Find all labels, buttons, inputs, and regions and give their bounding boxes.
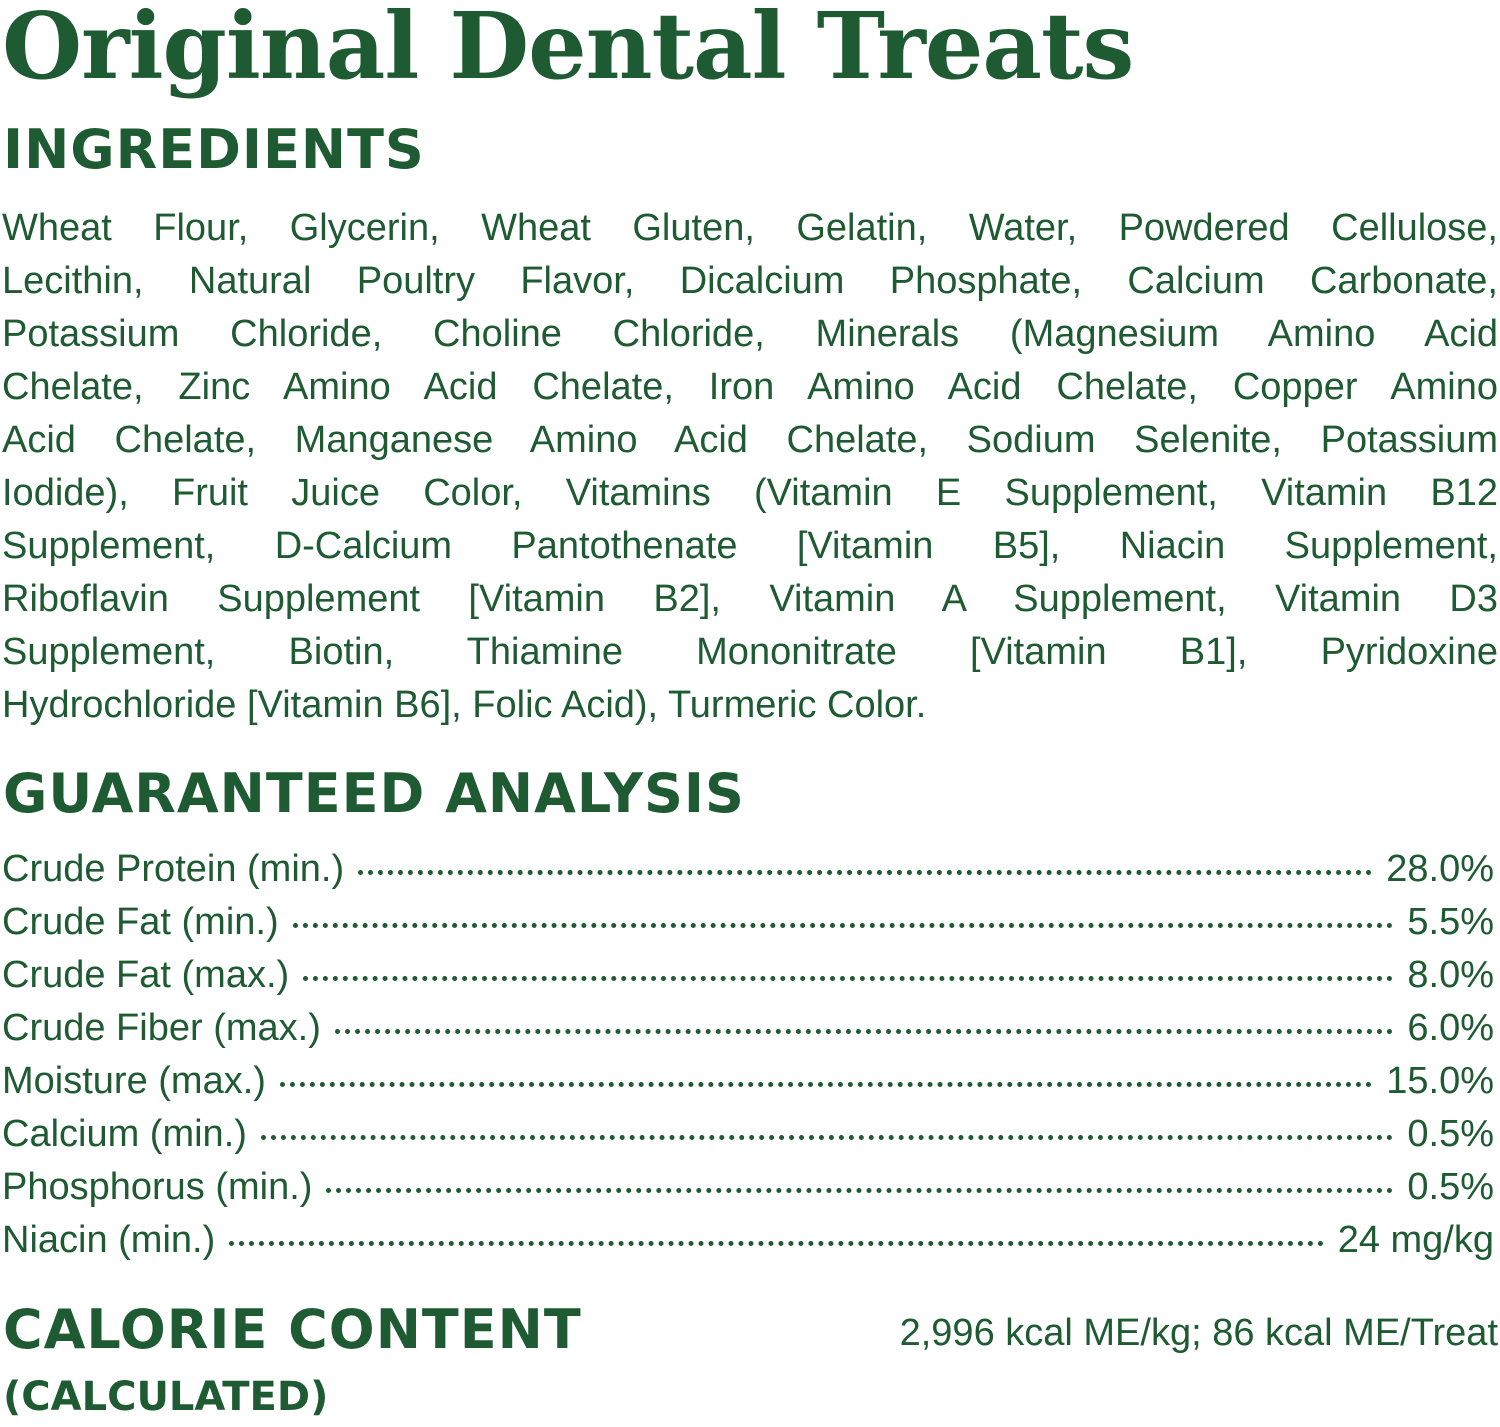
analysis-row: Moisture (max.) 15.0% [2, 1055, 1494, 1108]
ingredients-line: Wheat Flour, Glycerin, Wheat Gluten, Gel… [2, 207, 1498, 249]
analysis-value: 8.0% [1407, 954, 1494, 996]
calorie-value: 2,996 kcal ME/kg; 86 kcal ME/Treat [899, 1312, 1498, 1354]
ingredients-heading: INGREDIENTS [3, 118, 425, 181]
ingredients-line: Hydrochloride [Vitamin B6], Folic Acid),… [2, 684, 927, 726]
dot-leader [303, 976, 1394, 981]
analysis-row: Niacin (min.) 24 mg/kg [2, 1214, 1494, 1267]
analysis-value: 6.0% [1407, 1007, 1494, 1049]
analysis-label: Niacin (min.) [2, 1219, 216, 1261]
analysis-label: Crude Fat (max.) [2, 954, 290, 996]
analysis-label: Phosphorus (min.) [2, 1166, 313, 1208]
page-title: Original Dental Treats [2, 0, 1134, 100]
ingredients-line: Iodide), Fruit Juice Color, Vitamins (Vi… [2, 472, 1498, 514]
ingredients-line: Supplement, Biotin, Thiamine Mononitrate… [2, 631, 1498, 673]
ingredients-line: Potassium Chloride, Choline Chloride, Mi… [2, 313, 1498, 355]
analysis-row: Calcium (min.) 0.5% [2, 1108, 1494, 1161]
dot-leader [260, 1135, 1394, 1140]
analysis-row: Phosphorus (min.) 0.5% [2, 1161, 1494, 1214]
analysis-value: 0.5% [1407, 1113, 1494, 1155]
analysis-value: 28.0% [1386, 848, 1494, 890]
ingredients-line: Supplement, D-Calcium Pantothenate [Vita… [2, 525, 1498, 567]
ingredients-text: Wheat Flour, Glycerin, Wheat Gluten, Gel… [2, 202, 1498, 732]
analysis-label: Moisture (max.) [2, 1060, 266, 1102]
analysis-label: Crude Fiber (max.) [2, 1007, 321, 1049]
dot-leader [326, 1188, 1394, 1193]
guaranteed-analysis-heading: GUARANTEED ANALYSIS [3, 762, 745, 825]
analysis-table: Crude Protein (min.) 28.0% Crude Fat (min… [2, 843, 1494, 1267]
analysis-value: 5.5% [1407, 901, 1494, 943]
calorie-calculated-subheading: (CALCULATED) [3, 1374, 329, 1420]
dot-leader [334, 1029, 1394, 1034]
analysis-row: Crude Protein (min.) 28.0% [2, 843, 1494, 896]
dot-leader [358, 870, 1373, 875]
ingredients-line: Chelate, Zinc Amino Acid Chelate, Iron A… [2, 366, 1498, 408]
dot-leader [292, 923, 1394, 928]
ingredients-line: Acid Chelate, Manganese Amino Acid Chela… [2, 419, 1498, 461]
analysis-label: Calcium (min.) [2, 1113, 247, 1155]
dot-leader [279, 1082, 1373, 1087]
analysis-row: Crude Fat (max.) 8.0% [2, 949, 1494, 1002]
analysis-value: 15.0% [1386, 1060, 1494, 1102]
analysis-value: 24 mg/kg [1337, 1219, 1494, 1261]
calorie-content-heading: CALORIE CONTENT [3, 1298, 582, 1361]
analysis-row: Crude Fiber (max.) 6.0% [2, 1002, 1494, 1055]
analysis-label: Crude Protein (min.) [2, 848, 345, 890]
ingredients-line: Riboflavin Supplement [Vitamin B2], Vita… [2, 578, 1498, 620]
analysis-label: Crude Fat (min.) [2, 901, 279, 943]
analysis-value: 0.5% [1407, 1166, 1494, 1208]
dot-leader [229, 1241, 1324, 1246]
analysis-row: Crude Fat (min.) 5.5% [2, 896, 1494, 949]
ingredients-line: Lecithin, Natural Poultry Flavor, Dicalc… [2, 260, 1498, 302]
